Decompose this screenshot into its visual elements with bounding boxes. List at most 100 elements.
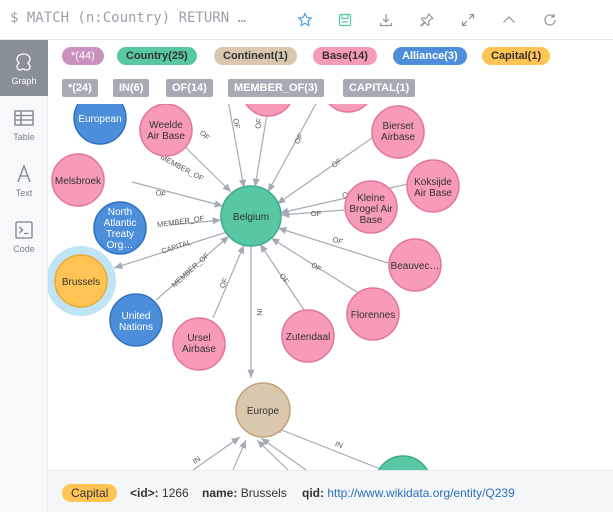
- node-europe[interactable]: [235, 382, 291, 438]
- legend-bar: *(44) Country(25) Continent(1) Base(14) …: [48, 40, 613, 104]
- node-label-weelde-1: Weelde: [149, 120, 183, 131]
- edge-in-c[interactable]: [256, 439, 289, 470]
- node-label-bierset-1: Bierset: [382, 121, 413, 132]
- name-value: Brussels: [240, 486, 287, 500]
- edge-florennes-belgium[interactable]: [270, 237, 361, 295]
- save-icon[interactable]: [333, 8, 357, 32]
- edge-label-member-of: MEMBER_OF: [156, 214, 205, 230]
- qid-label: qid:: [302, 486, 324, 500]
- node-florennes[interactable]: [346, 287, 400, 341]
- pin-icon[interactable]: [415, 8, 439, 32]
- sidebar-item-label: Text: [15, 187, 33, 198]
- node-kleine-brogel-air-base[interactable]: [344, 180, 398, 234]
- edge-in-b[interactable]: [232, 439, 247, 470]
- edge-label-of: OF: [198, 128, 212, 142]
- node-label-un-1: United: [122, 311, 151, 322]
- node-european[interactable]: [73, 104, 127, 145]
- star-icon[interactable]: [293, 8, 317, 32]
- node-label-florennes: Florennes: [351, 310, 395, 321]
- edge-bierset-belgium[interactable]: [276, 137, 373, 205]
- rerun-icon[interactable]: [538, 8, 562, 32]
- node-zutendaal[interactable]: [281, 309, 335, 363]
- sidebar-item-label: Graph: [11, 75, 37, 86]
- node-label-ursel-2: Airbase: [182, 344, 216, 355]
- node-brussels[interactable]: [54, 254, 108, 308]
- node-label-brussels: Brussels: [62, 277, 100, 288]
- query-header: $ MATCH (n:Country) RETURN …: [0, 0, 613, 40]
- legend-label-all[interactable]: *(44): [62, 47, 104, 65]
- legend-label-capital[interactable]: Capital(1): [482, 47, 551, 65]
- node-label-koksijde-1: Koksijde: [414, 177, 452, 188]
- edge-label-capital: CAPITAL: [160, 238, 192, 256]
- graph-canvas[interactable]: OF OF OF OF OF OF OF OF OF OF OF OF MEMB…: [48, 104, 613, 470]
- node-label-melsbroek: Melsbroek: [55, 176, 102, 187]
- node-weelde-air-base[interactable]: [139, 104, 193, 157]
- sidebar-item-label: Code: [13, 243, 35, 254]
- id-field: <id>: 1266: [130, 486, 189, 500]
- edge-top3-belgium[interactable]: [267, 104, 318, 193]
- edge-in-e[interactable]: [273, 426, 384, 470]
- view-sidebar: Graph Table Text Code: [0, 40, 48, 512]
- table-icon: [14, 109, 34, 126]
- edge-melsbroek-belgium[interactable]: [131, 181, 224, 208]
- legend-rel-capital[interactable]: CAPITAL(1): [343, 79, 416, 97]
- node-details-bar: Capital <id>: 1266 name: Brussels qid: h…: [48, 470, 613, 512]
- legend-label-continent[interactable]: Continent(1): [214, 47, 297, 65]
- graph-svg[interactable]: OF OF OF OF OF OF OF OF OF OF OF OF MEMB…: [48, 104, 613, 470]
- capital-badge[interactable]: Capital: [62, 484, 118, 502]
- node-koksijde-air-base[interactable]: [406, 159, 460, 213]
- collapse-icon[interactable]: [497, 8, 521, 32]
- node-bierset-airbase[interactable]: [371, 105, 425, 159]
- edge-kleine-belgium[interactable]: [280, 209, 345, 218]
- node-melsbroek[interactable]: [51, 153, 105, 207]
- node-beauvechain[interactable]: [388, 238, 442, 292]
- node-united-nations[interactable]: [109, 293, 163, 347]
- edge-label-of: OF: [218, 276, 231, 289]
- legend-label-base[interactable]: Base(14): [313, 47, 377, 65]
- edge-in-d[interactable]: [260, 437, 307, 470]
- node-nato[interactable]: [93, 201, 147, 255]
- node-label-kleine-3: Base: [360, 215, 383, 226]
- text-icon: [17, 163, 31, 182]
- expand-icon[interactable]: [456, 8, 480, 32]
- legend-rel-in[interactable]: IN(6): [113, 79, 150, 97]
- edge-label-of: OF: [231, 118, 242, 130]
- legend-rel-member-of[interactable]: MEMBER_OF(3): [228, 79, 324, 97]
- edge-label-of: OF: [253, 117, 264, 129]
- node-ursel-airbase[interactable]: [172, 317, 226, 371]
- edge-ursel-belgium[interactable]: [212, 244, 245, 319]
- edge-label-in: IN: [255, 308, 264, 316]
- node-label-bierset-2: Airbase: [381, 132, 415, 143]
- edge-nato-belgium: [169, 217, 222, 226]
- sidebar-item-table[interactable]: Table: [0, 96, 48, 152]
- code-icon: [15, 220, 33, 239]
- sidebar-item-text[interactable]: Text: [0, 152, 48, 208]
- edge-zutendaal-belgium[interactable]: [259, 243, 305, 311]
- download-icon[interactable]: [374, 8, 398, 32]
- edge-top1-belgium[interactable]: [228, 104, 247, 189]
- node-base-top2[interactable]: [322, 104, 374, 113]
- edge-label-of: OF: [331, 235, 344, 247]
- node-base-top1[interactable]: [242, 104, 294, 117]
- node-belgium[interactable]: [220, 185, 282, 247]
- legend-label-country[interactable]: Country(25): [117, 47, 197, 65]
- edge-capital-belgium-brussels[interactable]: [113, 231, 228, 269]
- qid-link[interactable]: http://www.wikidata.org/entity/Q239: [327, 486, 515, 500]
- node-label-nato-3: Treaty: [106, 229, 134, 240]
- legend-rel-all[interactable]: *(24): [62, 79, 98, 97]
- query-text[interactable]: $ MATCH (n:Country) RETURN …: [10, 10, 247, 26]
- legend-label-alliance[interactable]: Alliance(3): [393, 47, 467, 65]
- edge-label-of: OF: [154, 188, 167, 199]
- node-label-europe: Europe: [247, 406, 280, 417]
- sidebar-item-code[interactable]: Code: [0, 208, 48, 264]
- node-label-nato-1: North: [108, 207, 132, 218]
- sidebar-item-label: Table: [13, 131, 35, 142]
- sidebar-item-graph[interactable]: Graph: [0, 40, 48, 96]
- legend-rel-of[interactable]: OF(14): [166, 79, 213, 97]
- edge-in-a[interactable]: [192, 436, 241, 470]
- edge-beauvec-belgium[interactable]: [277, 227, 389, 264]
- name-field: name: Brussels: [202, 486, 287, 500]
- node-country-partial[interactable]: [375, 455, 431, 470]
- name-label: name:: [202, 486, 238, 500]
